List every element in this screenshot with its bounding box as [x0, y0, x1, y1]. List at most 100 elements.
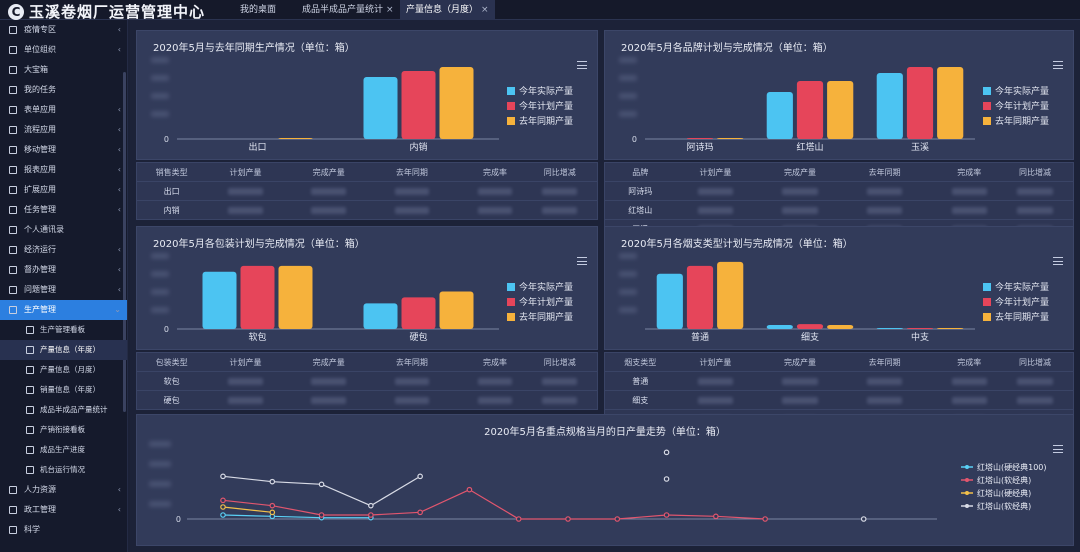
- data-point[interactable]: [565, 516, 571, 522]
- bar[interactable]: [439, 291, 474, 329]
- legend-label[interactable]: 红塔山(软经典): [977, 501, 1031, 511]
- hamburger-menu-icon[interactable]: [577, 257, 587, 265]
- hamburger-menu-icon[interactable]: [1053, 61, 1063, 69]
- data-point[interactable]: [318, 481, 325, 488]
- data-point[interactable]: [663, 449, 670, 456]
- data-point[interactable]: [368, 512, 374, 518]
- data-point[interactable]: [220, 473, 226, 480]
- data-point[interactable]: [663, 512, 670, 518]
- data-point[interactable]: [614, 516, 621, 522]
- bar[interactable]: [827, 81, 854, 139]
- sidebar-item[interactable]: 机台运行情况: [0, 460, 127, 480]
- hamburger-menu-icon[interactable]: [577, 61, 587, 69]
- bar[interactable]: [796, 81, 824, 139]
- data-point[interactable]: [860, 516, 867, 522]
- data-point[interactable]: [220, 504, 226, 510]
- sidebar-item[interactable]: 移动管理 ‹: [0, 140, 127, 160]
- sidebar-item[interactable]: 任务管理 ‹: [0, 200, 127, 220]
- sidebar-item[interactable]: 问题管理 ‹: [0, 280, 127, 300]
- sidebar-item[interactable]: 经济运行 ‹: [0, 240, 127, 260]
- bar[interactable]: [278, 265, 313, 329]
- bar[interactable]: [827, 325, 854, 329]
- tab-monthly-output[interactable]: 产量信息（月度） ×: [400, 0, 495, 20]
- close-icon[interactable]: ×: [481, 5, 489, 15]
- sidebar-item[interactable]: 流程应用 ‹: [0, 120, 127, 140]
- close-icon[interactable]: ×: [386, 5, 394, 15]
- legend-label[interactable]: 去年同期产量: [995, 311, 1049, 323]
- bar[interactable]: [401, 297, 436, 329]
- data-point[interactable]: [269, 509, 276, 516]
- bar[interactable]: [766, 325, 793, 329]
- bar[interactable]: [796, 324, 824, 329]
- sidebar-item[interactable]: 扩展应用 ‹: [0, 180, 127, 200]
- data-point[interactable]: [318, 512, 325, 518]
- data-point[interactable]: [269, 478, 276, 485]
- legend-label[interactable]: 今年计划产量: [995, 296, 1049, 308]
- sidebar-item[interactable]: 生产管理看板: [0, 320, 127, 340]
- bar[interactable]: [906, 67, 934, 139]
- bar[interactable]: [240, 265, 275, 329]
- sidebar-item[interactable]: 表单应用 ‹: [0, 100, 127, 120]
- sidebar-item[interactable]: 疫情专区 ‹: [0, 20, 127, 40]
- bar[interactable]: [363, 77, 398, 139]
- tab-production-stats[interactable]: 成品半成品产量统计 ×: [302, 5, 394, 15]
- legend-label[interactable]: 去年同期产量: [995, 115, 1049, 127]
- bar[interactable]: [766, 92, 793, 139]
- legend-label[interactable]: 今年实际产量: [995, 85, 1049, 97]
- data-point[interactable]: [368, 502, 374, 509]
- sidebar-item[interactable]: 人力资源 ‹: [0, 480, 127, 500]
- sidebar-item[interactable]: 产量信息（月度）: [0, 360, 127, 380]
- bar[interactable]: [363, 303, 398, 329]
- bar[interactable]: [906, 328, 934, 329]
- sidebar-item[interactable]: 我的任务: [0, 80, 127, 100]
- sidebar-item[interactable]: 督办管理 ‹: [0, 260, 127, 280]
- legend-label[interactable]: 去年同期产量: [519, 115, 573, 127]
- sidebar-item[interactable]: 个人通讯录: [0, 220, 127, 240]
- bar[interactable]: [278, 138, 313, 139]
- data-point[interactable]: [417, 509, 423, 516]
- legend-label[interactable]: 今年实际产量: [995, 281, 1049, 293]
- bar[interactable]: [202, 271, 237, 329]
- legend-label[interactable]: 今年计划产量: [519, 100, 573, 112]
- legend-label[interactable]: 今年计划产量: [519, 296, 573, 308]
- data-point[interactable]: [417, 473, 423, 480]
- sidebar-item[interactable]: 单位组织 ‹: [0, 40, 127, 60]
- legend-label[interactable]: 红塔山(硬经典): [977, 488, 1031, 498]
- bar[interactable]: [656, 273, 683, 329]
- data-point[interactable]: [269, 502, 276, 509]
- sidebar-item[interactable]: 产量信息（年度）: [0, 340, 127, 360]
- bar[interactable]: [876, 73, 903, 139]
- data-point[interactable]: [466, 486, 473, 493]
- legend-label[interactable]: 今年计划产量: [995, 100, 1049, 112]
- bar[interactable]: [937, 328, 964, 329]
- data-point[interactable]: [220, 497, 226, 504]
- sidebar-scrollbar[interactable]: [123, 72, 126, 412]
- data-point[interactable]: [713, 513, 719, 520]
- hamburger-menu-icon[interactable]: [1053, 257, 1063, 265]
- data-point[interactable]: [515, 516, 522, 522]
- sidebar-item[interactable]: 销量信息（年度）: [0, 380, 127, 400]
- sidebar-item[interactable]: 产销衔接看板: [0, 420, 127, 440]
- bar[interactable]: [686, 138, 714, 139]
- data-point[interactable]: [762, 516, 768, 522]
- sidebar-item[interactable]: 生产管理 ⌄: [0, 300, 127, 320]
- legend-label[interactable]: 红塔山(硬经典100): [977, 462, 1047, 472]
- bar[interactable]: [401, 71, 436, 139]
- bar[interactable]: [686, 265, 714, 329]
- sidebar-item[interactable]: 成品半成品产量统计: [0, 400, 127, 420]
- sidebar-item[interactable]: 大宝箱: [0, 60, 127, 80]
- sidebar-item[interactable]: 政工管理 ‹: [0, 500, 127, 520]
- bar[interactable]: [717, 261, 744, 329]
- legend-label[interactable]: 今年实际产量: [519, 85, 573, 97]
- data-point[interactable]: [663, 476, 670, 482]
- hamburger-menu-icon[interactable]: [1053, 445, 1063, 453]
- sidebar-item[interactable]: 成品生产进度: [0, 440, 127, 460]
- bar[interactable]: [937, 67, 964, 139]
- sidebar-item[interactable]: 报表应用 ‹: [0, 160, 127, 180]
- legend-label[interactable]: 今年实际产量: [519, 281, 573, 293]
- sidebar-item[interactable]: 科学: [0, 520, 127, 540]
- bar[interactable]: [717, 138, 744, 139]
- data-point[interactable]: [220, 512, 226, 518]
- legend-label[interactable]: 红塔山(软经典): [977, 475, 1031, 485]
- tab-desktop[interactable]: 我的桌面: [240, 5, 277, 15]
